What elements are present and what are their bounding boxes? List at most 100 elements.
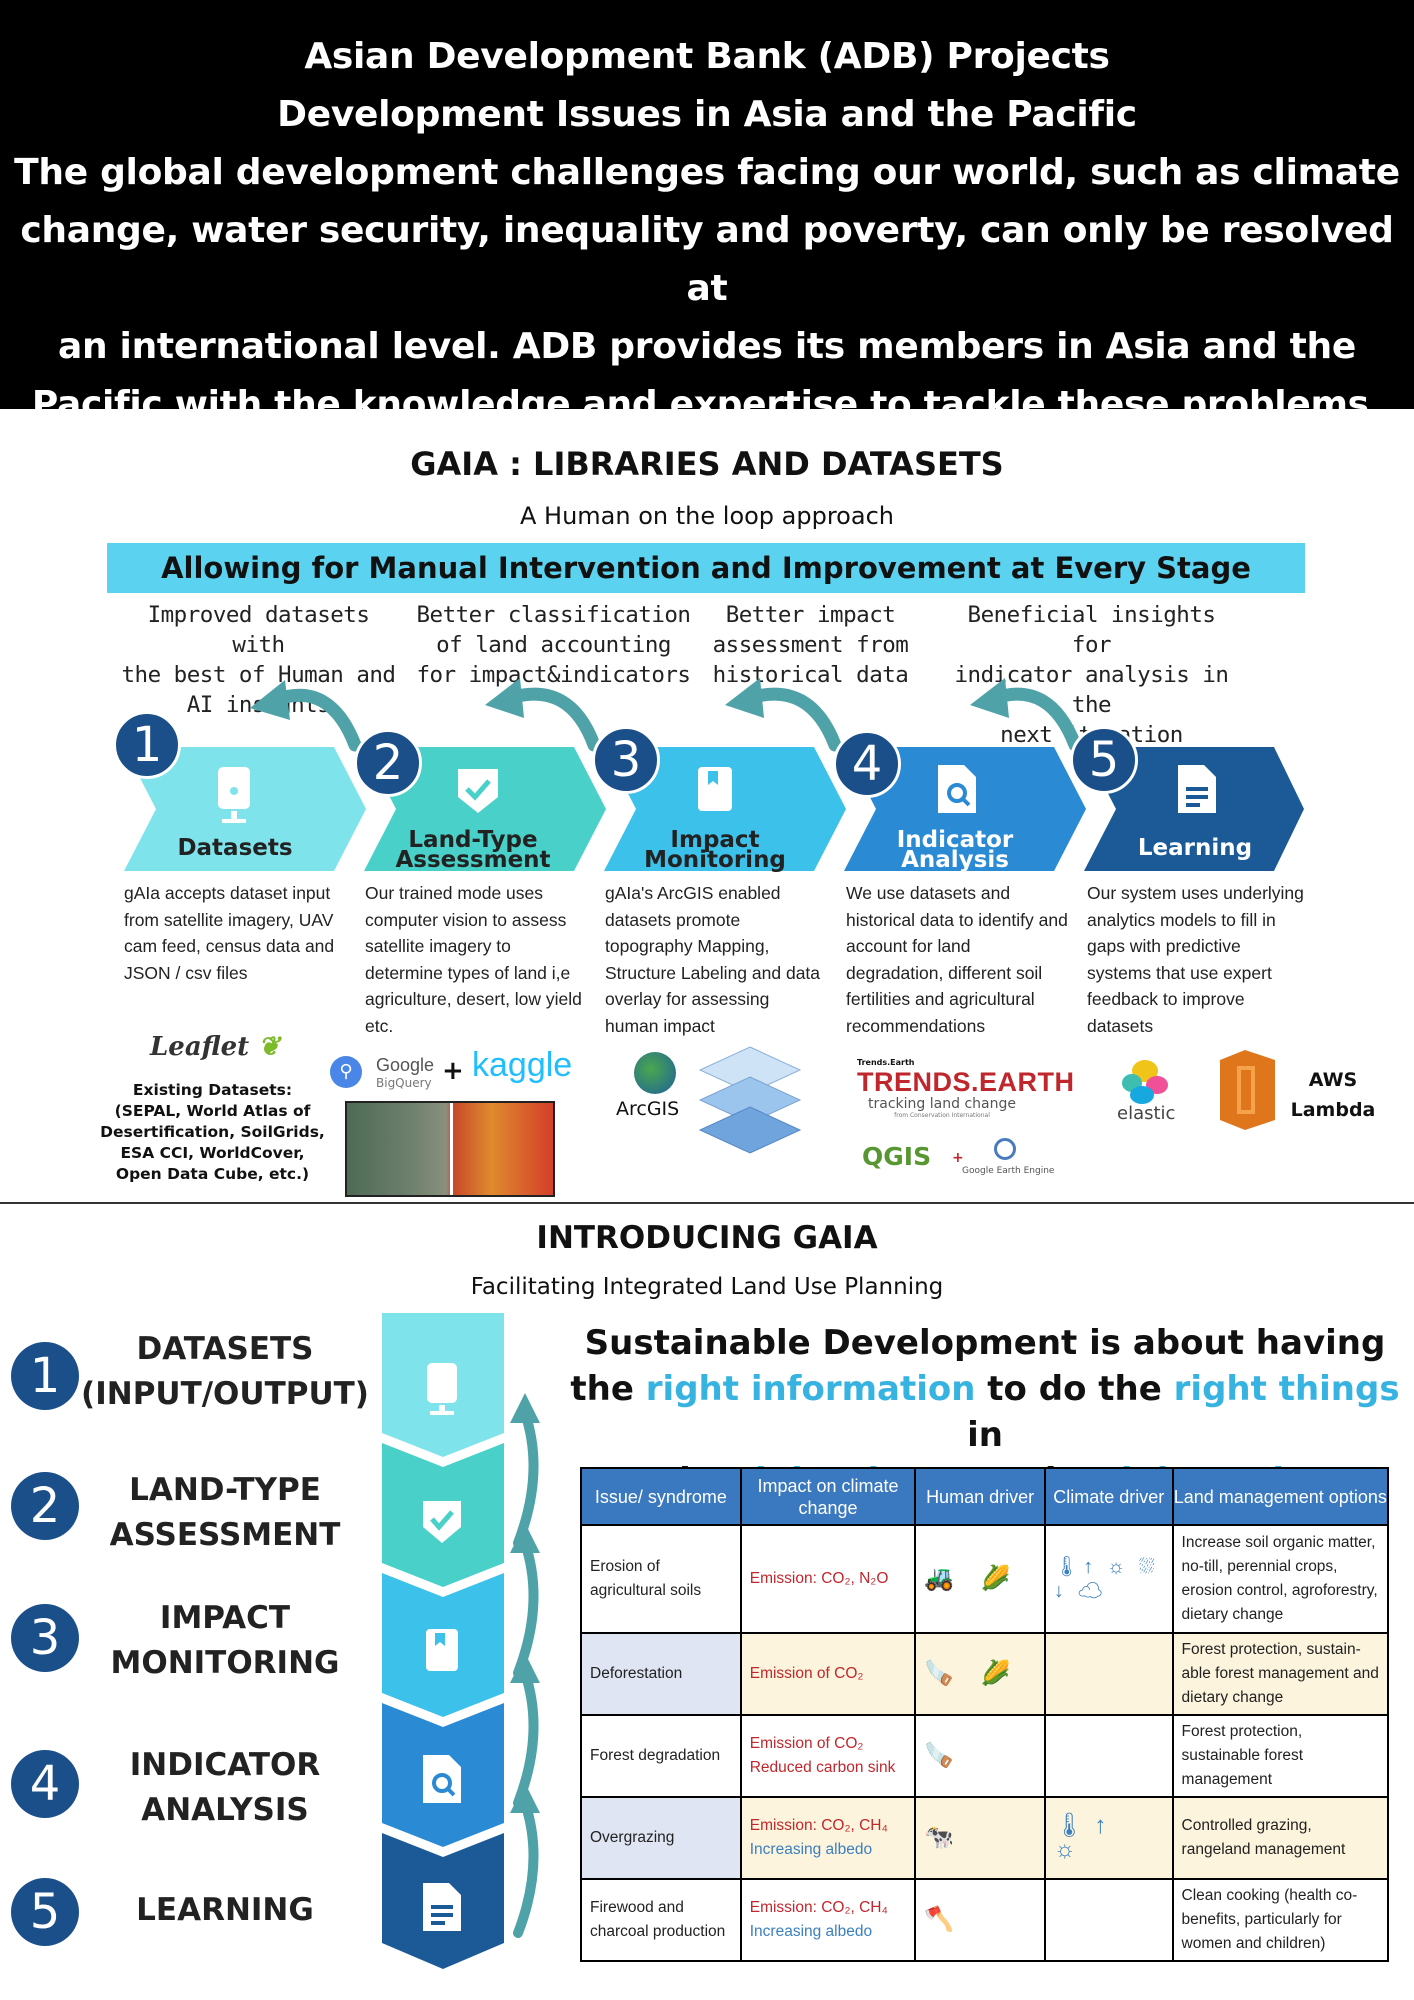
step-name-line: Indicator [896,827,1014,853]
table-header: Impact on climate change [739,1467,917,1526]
check-shield-icon [423,1501,461,1543]
benefit-line: historical data [712,662,909,688]
step-number-1: 1 [113,711,181,779]
trends-small: Trends.Earth [857,1058,915,1067]
table-cell-human: 🪚 🌽 [914,1632,1046,1716]
step-desc-datasets: gAIa accepts dataset input from satellit… [124,883,335,983]
intro-step-line: LEARNING [136,1892,314,1928]
table-header: Land management options [1171,1467,1390,1526]
table-cell-human: 🐄 [914,1796,1046,1880]
document-icon [423,1883,461,1931]
headline-text: the [570,1369,646,1409]
bigquery-kaggle-logos: ⚲ Google BigQuery + kaggle [330,1046,572,1092]
bigquery-text: BigQuery [376,1076,432,1090]
intro-step-indicator: INDICATOR ANALYSIS [80,1743,370,1833]
benefit-line: Beneficial insights for [967,602,1216,658]
intro-step-number-4: 4 [11,1750,79,1818]
benefit-3: Better impact assessment from historical… [668,600,953,690]
lambda-text: Lambda [1290,1099,1376,1121]
benefit-line: Improved datasets with [147,602,370,658]
arrowhead [510,1783,540,1813]
arrowhead [725,678,764,718]
aws-lambda-icon [1220,1050,1275,1130]
impact-text: Emission of CO₂ [749,1665,864,1682]
benefit-line: of land accounting [436,632,671,658]
table-cell-climate: 🌡↑ ☼ ⛆↓ ☁ [1043,1524,1174,1634]
benefit-line: assessment from [712,632,909,658]
intro-step-land-type: LAND-TYPE ASSESSMENT [80,1468,370,1558]
intro-step-line: LAND-TYPE [129,1472,321,1508]
step-number-5: 5 [1070,726,1138,794]
table-row: Forest degradation Emission of CO₂ Reduce… [580,1714,1390,1798]
intro-title: INTRODUCING GAIA [536,1220,878,1256]
search-doc-icon [423,1755,461,1803]
existing-datasets: Existing Datasets: (SEPAL, World Atlas o… [100,1081,325,1183]
elastic-icon [1122,1060,1172,1105]
step-name-line: Land-Type [408,827,538,853]
intro-step-line: IMPACT [159,1600,291,1636]
leaf-icon: ❦ [258,1032,280,1062]
feedback-arrow-4-3 [743,687,842,752]
arrowhead [510,1523,540,1553]
table-header-row: Issue/ syndrome Impact on climate change… [580,1467,1390,1526]
intro-subtitle: Facilitating Integrated Land Use Plannin… [470,1274,944,1300]
headline-text: to do the [975,1369,1174,1409]
table-cell-options: Increase soil organic matter, no-till, p… [1171,1524,1390,1634]
benefit-line: Better impact [725,602,896,628]
table-header: Issue/ syndrome [580,1467,742,1526]
benefit-2: Better classification of land accounting… [411,600,696,690]
step-number-2: 2 [354,729,422,797]
step-name-line: Impact [670,827,760,853]
trends-from: from Conservation International [894,1112,990,1119]
aws-lambda-text: AWS Lambda [1288,1065,1378,1125]
arrowhead [485,678,524,718]
table-header: Human driver [914,1467,1046,1526]
land-management-table: Issue/ syndrome Impact on climate change… [580,1467,1390,1962]
intro-step-line: DATASETS [136,1331,314,1367]
header-line: Development Issues in Asia and the Pacif… [277,94,1137,135]
arrowhead [510,1393,540,1423]
step-name-line: Learning [1137,835,1253,861]
trends-text: TRENDS.EARTH [857,1067,1075,1097]
header-line: Asian Development Bank (ADB) Projects [304,36,1110,77]
vfeedback-arrow [513,1798,539,1938]
table-cell-impact: Emission: CO₂, N₂O [739,1524,917,1634]
leaflet-logo: Leaflet ❦ [150,1032,280,1062]
intro-step-line: ANALYSIS [141,1792,309,1828]
intro-step-line: (INPUT/OUTPUT) [81,1376,369,1412]
intro-step-line: ASSESSMENT [109,1517,341,1553]
elastic-text: elastic [1117,1103,1176,1124]
table-cell-issue: Firewood and charcoal production [580,1878,742,1962]
device-icon [218,767,250,823]
benefit-line: the best of Human and [121,662,396,688]
table-cell-options: Forest protection, sustain-able forest m… [1171,1632,1390,1716]
step-desc-land-type: Our trained mode uses computer vision to… [365,883,582,1036]
step-desc-learning: Our system uses underlying analytics mod… [1087,883,1304,1036]
table-cell-human: 🚜 🌽 [914,1524,1046,1634]
impact-text-2: Increasing albedo [749,1923,873,1940]
intro-step-impact: IMPACT MONITORING [80,1596,370,1686]
thumbnail-divider [450,1103,453,1195]
benefit-line: for impact&indicators [416,662,691,688]
aws-text: AWS [1308,1069,1358,1091]
intro-step-line: INDICATOR [129,1747,321,1783]
table-cell-human: 🪚 [914,1714,1046,1798]
gee-text: Google Earth Engine [962,1166,1055,1176]
step-number-4: 4 [833,730,901,798]
trends-tagline: tracking land change [868,1096,1016,1112]
step-name-line: Datasets [177,835,293,861]
map-layers-icon [698,1046,802,1154]
step-name-indicator: Indicator Analysis [870,827,1040,872]
libraries-title: GAIA : LIBRARIES AND DATASETS [410,445,1004,483]
table-cell-climate [1043,1714,1174,1798]
step-name-impact: Impact Monitoring [630,827,800,872]
impact-text: Emission: CO₂, CH₄ [749,1899,888,1916]
check-shield-icon [458,769,498,813]
intervention-banner: Allowing for Manual Intervention and Imp… [107,543,1305,593]
table-cell-issue: Deforestation [580,1632,742,1716]
header-line: an international level. ADB provides its… [58,326,1356,367]
headline-highlight: right things [1173,1369,1400,1409]
table-cell-human: 🪓 [914,1878,1046,1962]
benefit-line: Better classification [416,602,691,628]
feedback-arrow-3-2 [503,687,601,752]
